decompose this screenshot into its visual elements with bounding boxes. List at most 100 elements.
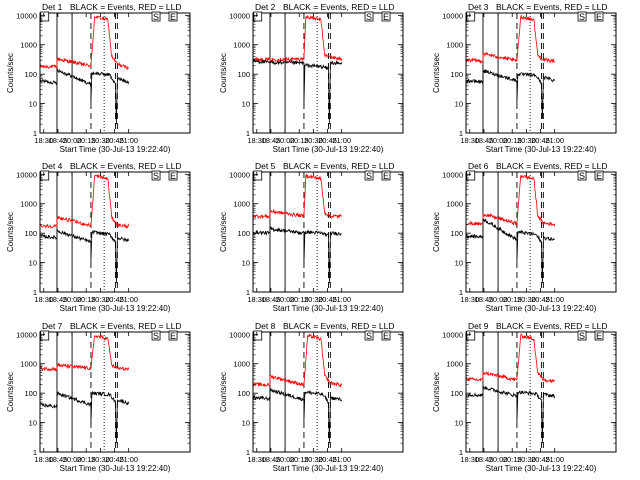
- plot-frame: [252, 331, 404, 453]
- series-events-line: [466, 68, 556, 120]
- y-axis-label: Counts/sec: [432, 372, 441, 412]
- legend-text: BLACK = Events, RED = LLD: [283, 161, 395, 171]
- x-tick-label: 20:45: [531, 295, 550, 304]
- x-tick-label: 18:45: [475, 295, 494, 304]
- x-tick-label: 20:45: [318, 295, 337, 304]
- marker-box: [364, 11, 374, 22]
- x-tick-label: 20:30: [517, 136, 536, 145]
- legend-text: BLACK = Events, RED = LLD: [70, 321, 182, 331]
- marker-label: E: [383, 331, 389, 341]
- y-tick-label: 100: [450, 70, 463, 79]
- y-tick-label: 1: [459, 448, 463, 457]
- x-tick-label: 20:00: [63, 295, 82, 304]
- panel-title: Det 6: [468, 161, 489, 171]
- marker-label: S: [366, 331, 372, 341]
- x-tick-label: 18:30: [34, 295, 53, 304]
- x-axis-label: Start Time (30-Jul-13 19:22:40): [486, 464, 597, 473]
- x-tick-label: 21:00: [332, 295, 351, 304]
- legend-text: BLACK = Events, RED = LLD: [70, 161, 182, 171]
- y-tick-label: 100: [450, 229, 463, 238]
- series-events-line: [40, 229, 130, 284]
- y-tick-label: 1000: [233, 41, 250, 50]
- x-tick-label: 20:45: [531, 136, 550, 145]
- legend-text: BLACK = Events, RED = LLD: [496, 2, 608, 12]
- y-tick-label: 1: [459, 129, 463, 138]
- y-tick-label: 10000: [442, 170, 463, 179]
- y-tick-label: 10000: [16, 170, 37, 179]
- y-axis-label: Counts/sec: [6, 372, 15, 412]
- y-tick-label: 10000: [442, 11, 463, 20]
- marker-box: [364, 170, 374, 181]
- marker-label: S: [579, 12, 585, 22]
- y-axis-label: Counts/sec: [219, 212, 228, 252]
- series-lld-line: [466, 174, 556, 227]
- x-tick-label: 20:30: [517, 455, 536, 464]
- x-tick-label: 20:00: [489, 136, 508, 145]
- y-tick-label: 10: [29, 259, 37, 268]
- y-tick-label: 100: [237, 70, 250, 79]
- marker-box: [168, 330, 178, 341]
- x-axis-label: Start Time (30-Jul-13 19:22:40): [60, 464, 171, 473]
- x-tick-label: 20:15: [290, 295, 309, 304]
- marker-label: S: [579, 171, 585, 181]
- y-tick-label: 1000: [20, 200, 37, 209]
- y-axis-label: Counts/sec: [6, 53, 15, 93]
- panel-title: Det 8: [255, 321, 276, 331]
- y-tick-label: 1: [246, 129, 250, 138]
- x-tick-label: 21:00: [119, 136, 138, 145]
- marker-box: [594, 330, 604, 341]
- marker-box: [151, 170, 161, 181]
- x-tick-label: 18:30: [34, 455, 53, 464]
- marker-box: [594, 170, 604, 181]
- marker-box: [577, 11, 587, 22]
- plot-frame: [465, 171, 617, 293]
- x-tick-label: 20:00: [63, 136, 82, 145]
- x-tick-label: 20:30: [517, 295, 536, 304]
- marker-label: E: [170, 331, 176, 341]
- marker-label: S: [153, 171, 159, 181]
- x-tick-label: 21:00: [545, 136, 564, 145]
- x-tick-label: 20:15: [503, 136, 522, 145]
- y-tick-label: 1: [33, 448, 37, 457]
- x-tick-label: 18:45: [262, 136, 281, 145]
- marker-label: E: [170, 12, 176, 22]
- x-tick-label: 20:00: [276, 455, 295, 464]
- panel-title: Det 1: [42, 2, 63, 12]
- marker-label: E: [596, 12, 602, 22]
- panel-title: Det 3: [468, 2, 489, 12]
- y-tick-label: 1000: [446, 41, 463, 50]
- series-events-line: [40, 390, 130, 444]
- plot-frame: [39, 331, 191, 453]
- plot-frame: [252, 12, 404, 134]
- y-tick-label: 10: [455, 259, 463, 268]
- y-tick-label: 1000: [446, 200, 463, 209]
- x-tick-label: 20:00: [276, 136, 295, 145]
- y-tick-label: 1: [246, 448, 250, 457]
- marker-box: [577, 170, 587, 181]
- marker-label: S: [366, 171, 372, 181]
- x-tick-label: 20:30: [304, 455, 323, 464]
- series-events-line: [253, 58, 343, 125]
- marker-label: S: [153, 12, 159, 22]
- y-tick-label: 10: [29, 419, 37, 428]
- x-tick-label: 18:45: [49, 136, 68, 145]
- series-events-line: [253, 226, 342, 284]
- marker-label: S: [366, 12, 372, 22]
- x-tick-label: 20:45: [105, 136, 124, 145]
- x-tick-label: 18:30: [460, 295, 479, 304]
- marker-label: S: [579, 331, 585, 341]
- y-tick-label: 10000: [229, 11, 250, 20]
- y-tick-label: 10: [242, 259, 250, 268]
- x-axis-label: Start Time (30-Jul-13 19:22:40): [60, 304, 171, 313]
- x-axis-label: Start Time (30-Jul-13 19:22:40): [273, 464, 384, 473]
- y-tick-label: 100: [450, 389, 463, 398]
- y-tick-label: 10000: [16, 330, 37, 339]
- y-tick-label: 1: [33, 129, 37, 138]
